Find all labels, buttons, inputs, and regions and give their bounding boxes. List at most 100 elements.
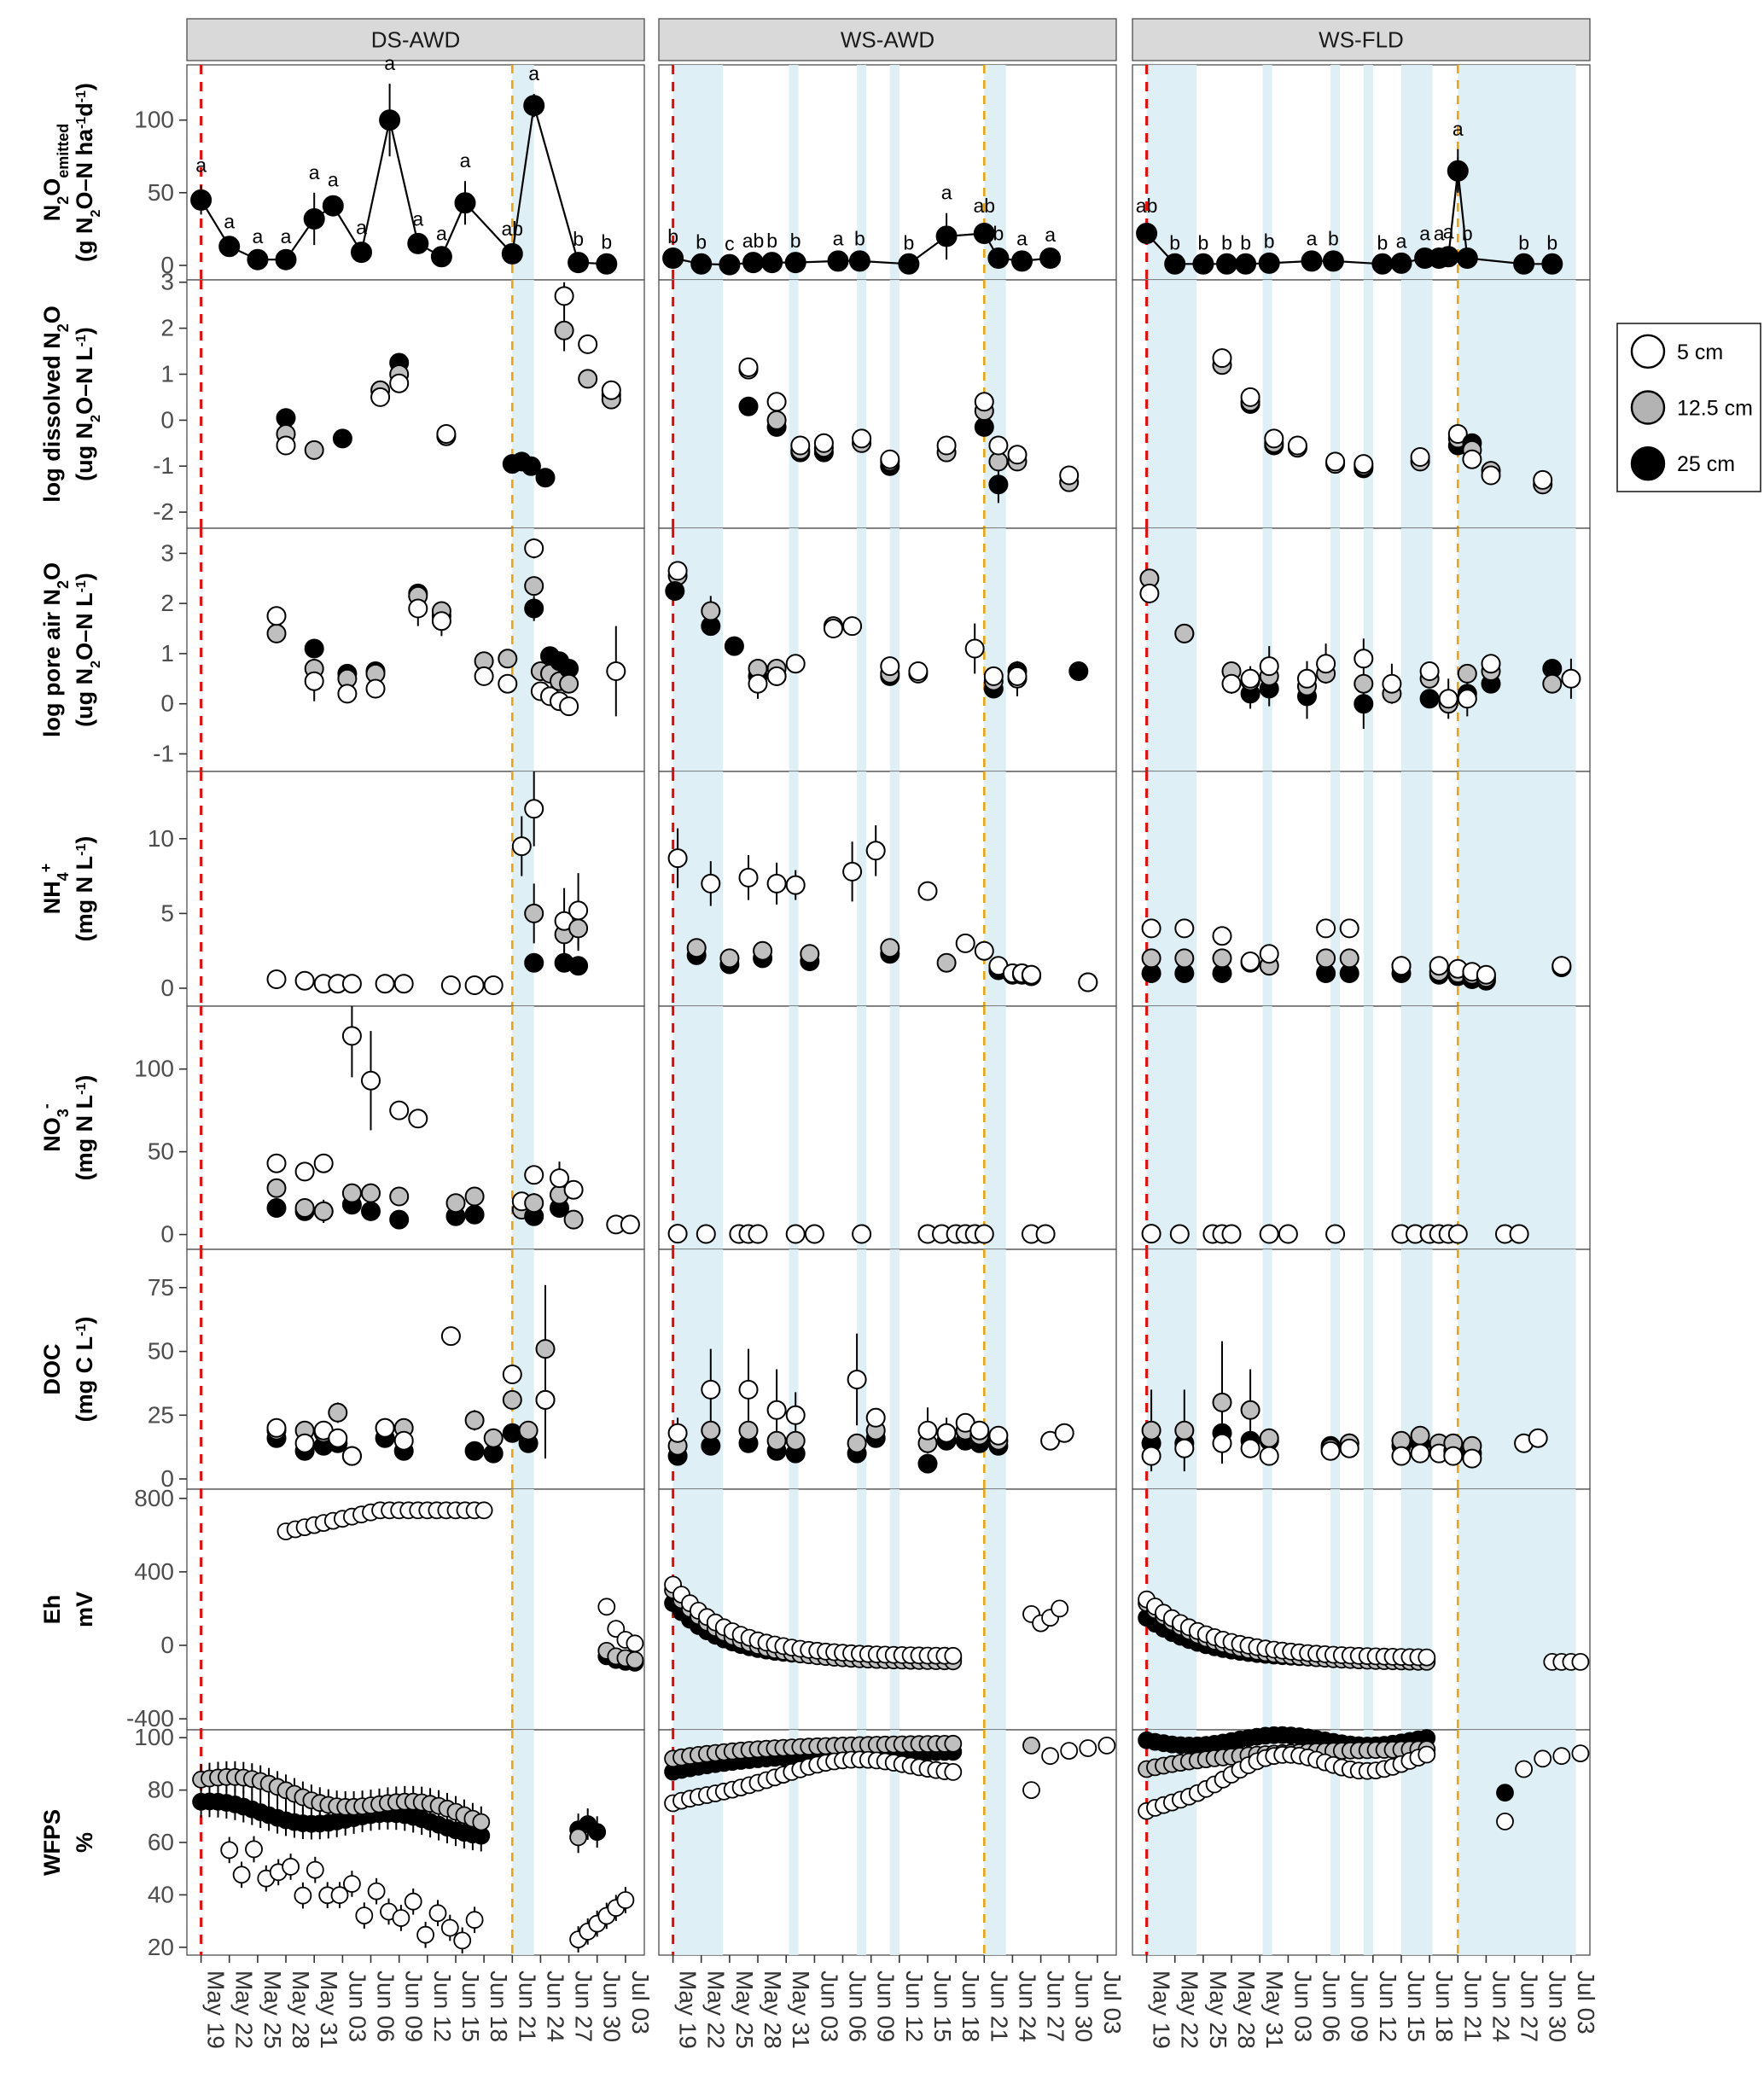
svg-text:0: 0 — [160, 1221, 174, 1248]
svg-text:a: a — [1419, 222, 1430, 244]
svg-text:Jul 03: Jul 03 — [1099, 1970, 1126, 2034]
svg-text:a: a — [328, 168, 339, 190]
svg-text:a: a — [1307, 227, 1318, 249]
svg-text:b: b — [1546, 231, 1557, 253]
svg-text:Jun 18: Jun 18 — [486, 1970, 512, 2042]
svg-text:b: b — [667, 225, 678, 247]
svg-text:a: a — [833, 227, 844, 249]
svg-text:Jun 03: Jun 03 — [344, 1970, 370, 2042]
svg-text:May 25: May 25 — [731, 1970, 758, 2049]
svg-text:ab: ab — [742, 230, 765, 252]
svg-text:100: 100 — [134, 107, 174, 133]
svg-text:May 25: May 25 — [259, 1970, 286, 2049]
svg-text:Jun 18: Jun 18 — [1431, 1970, 1458, 2042]
svg-text:b: b — [904, 231, 915, 253]
svg-text:Jun 09: Jun 09 — [1347, 1970, 1373, 2042]
svg-text:May 25: May 25 — [1205, 1970, 1231, 2049]
svg-text:Jun 27: Jun 27 — [1517, 1970, 1543, 2042]
svg-text:ab: ab — [974, 195, 996, 217]
svg-text:Jun 09: Jun 09 — [873, 1970, 899, 2042]
svg-text:a: a — [460, 149, 471, 172]
svg-text:Jun 03: Jun 03 — [816, 1970, 842, 2042]
svg-text:Jun 24: Jun 24 — [542, 1970, 568, 2042]
svg-text:0: 0 — [160, 690, 174, 717]
svg-text:a: a — [384, 52, 395, 74]
svg-text:Jun 06: Jun 06 — [373, 1970, 399, 2042]
svg-text:Jun 12: Jun 12 — [429, 1970, 456, 2042]
svg-text:May 31: May 31 — [1261, 1970, 1288, 2049]
svg-text:ab: ab — [1136, 195, 1158, 217]
svg-text:3: 3 — [160, 539, 174, 566]
svg-text:1: 1 — [160, 640, 174, 666]
svg-text:b: b — [1377, 231, 1388, 253]
svg-text:60: 60 — [148, 1829, 174, 1855]
svg-text:Jun 21: Jun 21 — [514, 1970, 540, 2042]
svg-text:Jun 06: Jun 06 — [1319, 1970, 1345, 2042]
svg-text:May 19: May 19 — [675, 1970, 702, 2049]
svg-text:Jun 27: Jun 27 — [571, 1970, 597, 2042]
svg-text:Jun 24: Jun 24 — [1487, 1970, 1514, 2042]
svg-text:50: 50 — [148, 1138, 174, 1165]
svg-text:b: b — [696, 231, 707, 253]
svg-text:400: 400 — [134, 1558, 174, 1585]
svg-text:b: b — [1264, 230, 1275, 253]
svg-text:WFPS: WFPS — [39, 1809, 65, 1876]
svg-text:0: 0 — [160, 406, 174, 433]
svg-text:b: b — [1328, 227, 1339, 249]
svg-text:Jun 15: Jun 15 — [457, 1970, 484, 2042]
svg-text:a: a — [1396, 230, 1407, 253]
svg-text:a: a — [528, 62, 539, 84]
svg-text:WS-AWD: WS-AWD — [841, 27, 934, 53]
svg-text:800: 800 — [134, 1485, 174, 1511]
svg-text:mV: mV — [72, 1592, 97, 1627]
svg-text:a: a — [356, 217, 367, 239]
svg-text:Jul 03: Jul 03 — [1573, 1970, 1599, 2034]
svg-text:Jun 30: Jun 30 — [599, 1970, 626, 2042]
svg-text:40: 40 — [148, 1881, 174, 1907]
svg-text:5 cm: 5 cm — [1677, 341, 1723, 364]
svg-text:a: a — [1016, 227, 1028, 249]
svg-text:a: a — [1045, 224, 1056, 246]
svg-text:a: a — [436, 222, 447, 244]
svg-text:Jun 24: Jun 24 — [1014, 1970, 1040, 2042]
svg-text:80: 80 — [148, 1777, 174, 1803]
svg-text:1: 1 — [160, 361, 174, 387]
svg-text:Jun 30: Jun 30 — [1545, 1970, 1571, 2042]
svg-text:May 31: May 31 — [316, 1970, 342, 2049]
svg-text:2: 2 — [160, 590, 174, 616]
svg-text:b: b — [790, 230, 801, 252]
svg-text:a: a — [1453, 118, 1464, 140]
svg-text:b: b — [766, 230, 777, 252]
svg-text:-1: -1 — [153, 452, 174, 479]
svg-text:Jun 30: Jun 30 — [1071, 1970, 1097, 2042]
svg-text:Jun 06: Jun 06 — [845, 1970, 871, 2042]
svg-text:%: % — [72, 1832, 97, 1853]
svg-text:Jun 18: Jun 18 — [958, 1970, 984, 2042]
svg-text:0: 0 — [160, 975, 174, 1001]
svg-text:May 31: May 31 — [788, 1970, 814, 2049]
svg-text:-1: -1 — [153, 740, 174, 766]
svg-text:Jun 15: Jun 15 — [1403, 1970, 1429, 2042]
svg-text:ab: ab — [502, 218, 524, 240]
svg-text:Jun 15: Jun 15 — [929, 1970, 956, 2042]
svg-text:a: a — [281, 225, 292, 247]
svg-text:Eh: Eh — [39, 1595, 65, 1625]
svg-text:50: 50 — [148, 179, 174, 206]
svg-text:100: 100 — [134, 1056, 174, 1082]
svg-text:Jun 21: Jun 21 — [986, 1970, 1012, 2042]
svg-text:DOC: DOC — [39, 1344, 65, 1395]
svg-text:a: a — [309, 161, 320, 183]
svg-text:a: a — [941, 182, 952, 204]
svg-text:0: 0 — [160, 1632, 174, 1658]
svg-text:a: a — [1443, 221, 1454, 243]
svg-text:25 cm: 25 cm — [1677, 452, 1735, 476]
svg-text:May 28: May 28 — [1233, 1970, 1260, 2049]
svg-text:b: b — [601, 231, 612, 253]
svg-text:May 22: May 22 — [703, 1970, 730, 2049]
svg-text:Jun 12: Jun 12 — [901, 1970, 928, 2042]
svg-text:3: 3 — [160, 269, 174, 295]
svg-text:Jun 03: Jun 03 — [1290, 1970, 1316, 2042]
svg-text:a: a — [412, 207, 423, 230]
svg-text:b: b — [573, 228, 584, 250]
svg-text:DS-AWD: DS-AWD — [371, 27, 460, 53]
